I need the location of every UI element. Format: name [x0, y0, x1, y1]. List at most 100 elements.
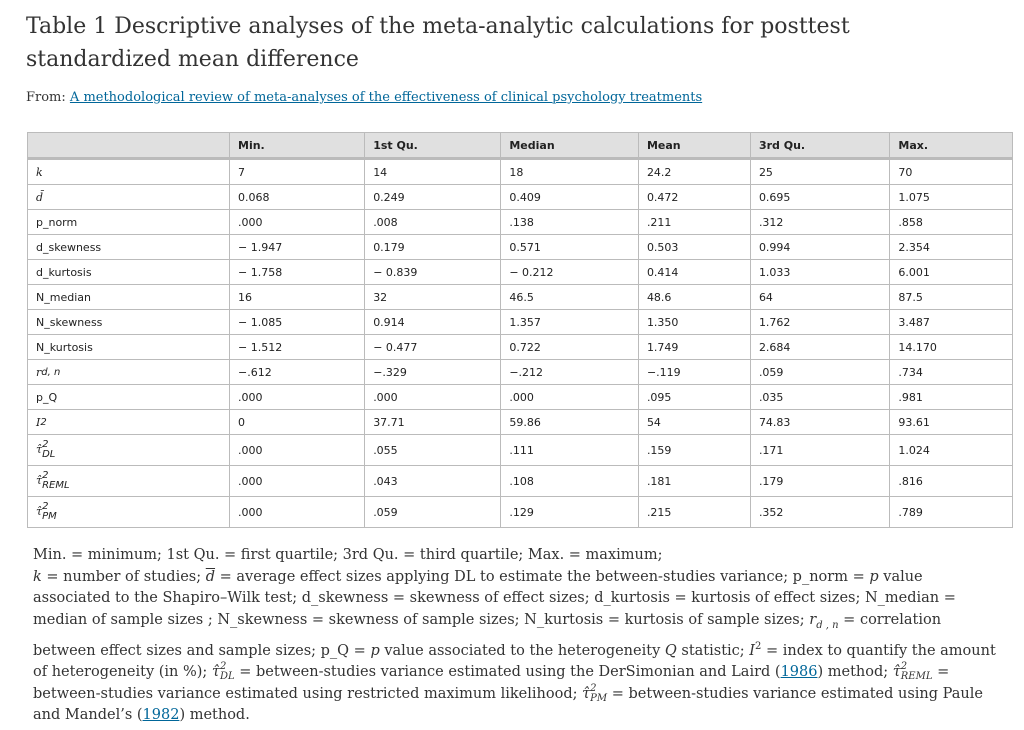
text: value associated to the heterogeneity: [379, 642, 665, 659]
table-cell: .008: [364, 209, 502, 235]
math: p: [869, 568, 879, 585]
header-row: Min. 1st Qu. Median Mean 3rd Qu. Max.: [27, 132, 1013, 160]
sub: DL: [219, 671, 235, 683]
math: r: [809, 611, 817, 628]
superscript: 2: [42, 501, 49, 512]
table-cell: .000: [228, 209, 366, 235]
table-cell: 0.068: [228, 184, 366, 210]
math: p: [370, 642, 380, 659]
citation-link[interactable]: 1986: [780, 664, 818, 681]
math: I: [749, 642, 756, 659]
table-row: N_skewness − 1.085 0.914 1.357 1.350 1.762 3.4…: [27, 309, 1013, 335]
data-table: Min. 1st Qu. Median Mean 3rd Qu. Max. k 7 14 18 24…: [27, 132, 1013, 528]
citation-link[interactable]: 1982: [142, 707, 180, 724]
table-cell: − 1.758: [228, 259, 366, 285]
row-label: N_kurtosis: [27, 334, 230, 360]
table-cell: 1.024: [889, 434, 1013, 466]
table-cell: 6.001: [889, 259, 1013, 285]
table-cell: −.212: [500, 359, 639, 385]
table-cell: .352: [749, 496, 891, 528]
footnote: Min. = minimum; 1st Qu. = first quartile…: [33, 545, 1003, 727]
row-label: N_skewness: [27, 309, 230, 335]
table-row: τ̂ 2 REML .000.043.108.181.179.816: [27, 465, 1013, 497]
row-label-text: τ̂: [36, 474, 43, 487]
table-cell: .043: [364, 465, 502, 497]
table-cell: .000: [228, 384, 366, 410]
table-cell: − 0.212: [500, 259, 639, 285]
table-cell: .816: [889, 465, 1013, 497]
column-header: 3rd Qu.: [749, 132, 891, 160]
table-cell: 0: [228, 409, 366, 435]
row-label-text: N_kurtosis: [36, 340, 93, 354]
superscript: 2: [40, 416, 47, 428]
text: = index to quantify the amount of hetero…: [33, 642, 996, 681]
table-cell: .055: [364, 434, 502, 466]
row-label-text: N_skewness: [36, 315, 103, 329]
table-cell: .000: [364, 384, 502, 410]
table-cell: 37.71: [364, 409, 502, 435]
footnote-text: k = number of studies; d = average effec…: [33, 567, 1003, 727]
table-cell: 0.722: [500, 334, 639, 360]
row-label: τ̂ 2 DL: [27, 434, 230, 466]
sup: 2: [900, 661, 908, 673]
row-label-text: τ̂: [36, 443, 43, 456]
table-cell: 87.5: [889, 284, 1013, 310]
superscript: 2: [42, 470, 49, 481]
source-link[interactable]: A methodological review of meta-analyses…: [69, 90, 703, 105]
row-label-text: r: [36, 365, 42, 379]
table-cell: .981: [889, 384, 1013, 410]
table-cell: 48.6: [637, 284, 751, 310]
script: 2 PM: [42, 502, 57, 522]
math: d , n: [816, 619, 839, 631]
script: d, n: [41, 366, 61, 378]
table-cell: − 0.477: [364, 334, 502, 360]
table-cell: 0.472: [637, 184, 751, 210]
table-cell: 0.414: [637, 259, 751, 285]
table-cell: .734: [889, 359, 1013, 385]
row-label: τ̂ 2 PM: [27, 496, 230, 528]
table-row: I 2 0 37.71 59.86 54 74.83 93.61: [27, 409, 1013, 435]
table-cell: .000: [228, 434, 366, 466]
table-cell: 14.170: [889, 334, 1013, 360]
table-cell: .035: [749, 384, 891, 410]
table-cell: 64: [749, 284, 891, 310]
table-row: τ̂ 2 DL .000.055.111.159.171 1.024: [27, 434, 1013, 466]
table-cell: 0.571: [500, 234, 639, 260]
table-cell: 18: [500, 158, 639, 185]
table-cell: 1.749: [637, 334, 751, 360]
table-cell: − 1.512: [228, 334, 366, 360]
corner-cell: [27, 132, 230, 160]
table-cell: 93.61: [889, 409, 1013, 435]
table-cell: .059: [364, 496, 502, 528]
table-cell: 1.033: [749, 259, 891, 285]
table-cell: 0.179: [364, 234, 502, 260]
text: ) method;: [817, 664, 893, 681]
script: 2 DL: [42, 440, 55, 460]
table-cell: .059: [749, 359, 891, 385]
table-row: d_kurtosis − 1.758− 0.839− 0.212 0.414 1.03…: [27, 259, 1013, 285]
table-cell: 74.83: [749, 409, 891, 435]
table-cell: 25: [749, 158, 891, 185]
column-header: 1st Qu.: [364, 132, 502, 160]
table-cell: .171: [749, 434, 891, 466]
table-cell: 7: [228, 158, 366, 185]
row-label-text: I: [36, 415, 41, 429]
table-cell: −.612: [228, 359, 366, 385]
subscript: d, n: [41, 366, 61, 378]
table-cell: − 1.947: [228, 234, 366, 260]
math: d: [205, 568, 216, 585]
table-row: r d, n −.612 −.329 −.212 −.119.059.734: [27, 359, 1013, 385]
table-cell: .108: [500, 465, 639, 497]
table-row: k 7 14 18 24.2 25 70: [27, 158, 1013, 185]
subscript: PM: [42, 511, 57, 522]
text: = average effect sizes applying DL to es…: [215, 568, 870, 585]
table-cell: .000: [500, 384, 639, 410]
row-label-text: k: [36, 165, 43, 179]
sub: PM: [590, 692, 608, 704]
table-cell: .111: [500, 434, 639, 466]
column-header: Median: [500, 132, 639, 160]
math: 2 PM: [590, 683, 608, 704]
from-label: From:: [26, 90, 66, 105]
table-cell: .858: [889, 209, 1013, 235]
table-cell: .159: [637, 434, 751, 466]
